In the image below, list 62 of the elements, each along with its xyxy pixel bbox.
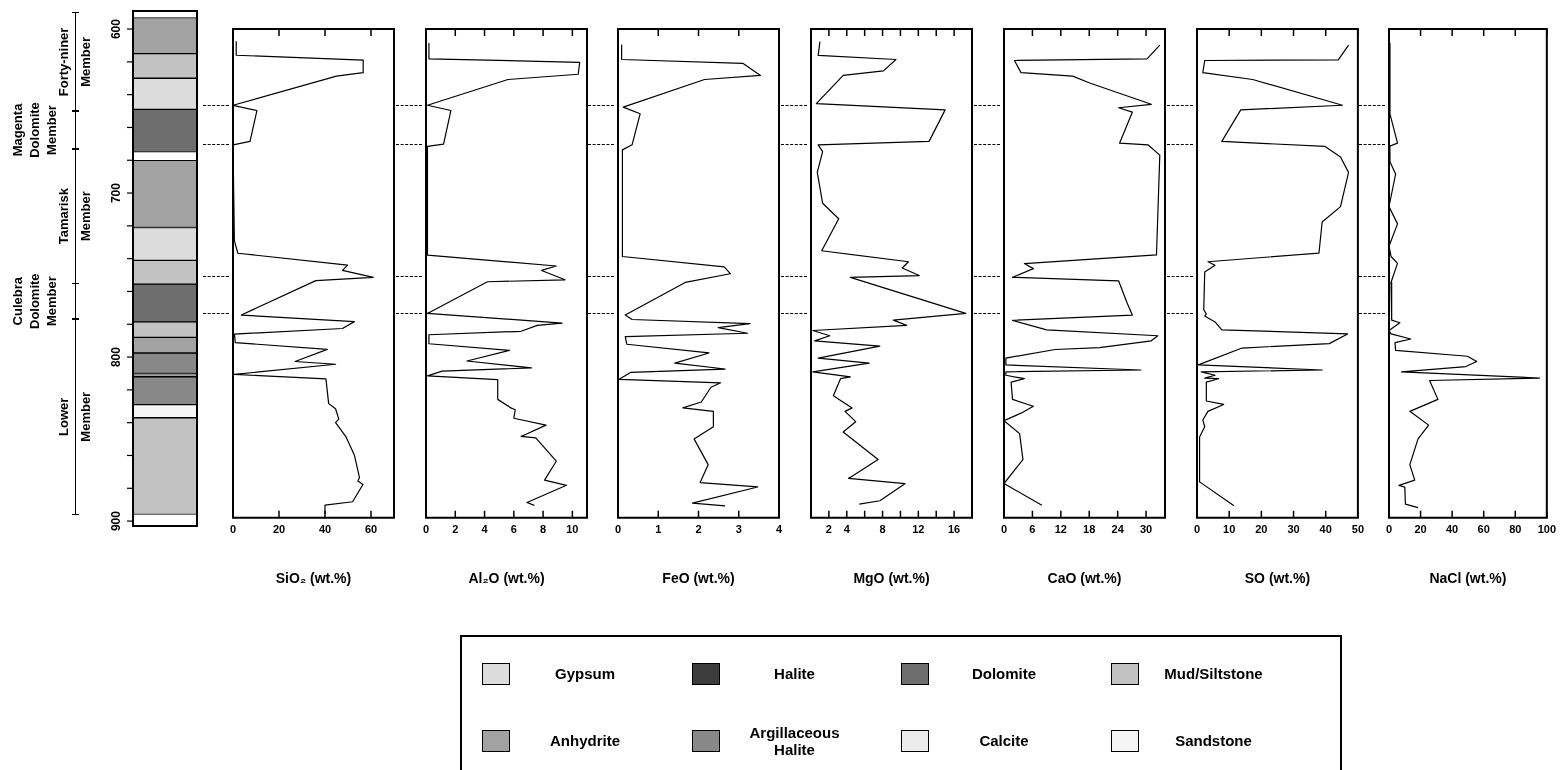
text: Tamarisk Member	[55, 187, 93, 245]
x-tick-label: 4	[843, 523, 851, 536]
x-axis-title: CaO (wt.%)	[1047, 570, 1122, 587]
x-tick-label: 18	[1082, 523, 1096, 536]
x-tick-label: 8	[879, 523, 886, 536]
x-tick-label: 10	[1222, 523, 1235, 536]
x-tick-label: 50	[1351, 523, 1364, 536]
text: Gypsum	[554, 665, 616, 682]
x-tick-label: 80	[1509, 523, 1522, 536]
text: Forty-niner Member	[55, 27, 93, 97]
x-tick-label: 30	[1286, 523, 1300, 536]
x-tick-label: 12	[912, 523, 925, 536]
x-tick-label: 2	[695, 523, 702, 536]
x-tick-label: 0	[229, 523, 237, 536]
x-tick-label: 24	[1111, 523, 1125, 536]
x-axis-title: Al₂O (wt.%)	[468, 570, 545, 587]
x-tick-label: 8	[539, 523, 546, 536]
x-tick-label: 3	[736, 523, 743, 536]
text: Lower Member	[55, 391, 93, 442]
x-tick-label: 4	[776, 523, 784, 536]
text: Argillaceous Halite	[748, 723, 841, 758]
x-tick-label: 20	[1254, 523, 1267, 536]
text: Culebra Dolomite Member	[9, 273, 59, 330]
text: Dolomite	[970, 665, 1038, 682]
text: Anhydrite	[549, 732, 621, 749]
y-tick-label: 700	[109, 182, 124, 204]
x-tick-label: 0	[1386, 523, 1393, 536]
x-tick-label: 40	[1446, 523, 1459, 536]
x-axis-title: FeO (wt.%)	[662, 570, 736, 587]
text: Sandstone	[1174, 732, 1253, 749]
x-tick-label: 60	[1477, 523, 1491, 536]
x-tick-label: 20	[1414, 523, 1427, 536]
x-tick-label: 6	[1029, 523, 1036, 536]
x-tick-label: 20	[272, 523, 286, 536]
x-tick-label: 0	[615, 523, 622, 536]
text: Mud/Siltstone	[1163, 665, 1264, 682]
x-tick-label: 2	[825, 523, 833, 536]
x-tick-label: 6	[510, 523, 517, 536]
text: Magenta Dolomite Member	[9, 102, 59, 158]
x-tick-label: 60	[364, 523, 378, 536]
x-tick-label: 0	[1000, 523, 1007, 536]
x-tick-label: 2	[451, 523, 459, 536]
y-tick-label: 900	[109, 510, 124, 532]
y-tick-label: 600	[109, 18, 124, 40]
x-tick-label: 40	[318, 523, 332, 536]
x-axis-title: SiO₂ (wt.%)	[275, 570, 352, 587]
x-tick-label: 0	[422, 523, 429, 536]
x-tick-label: 12	[1054, 523, 1067, 536]
text: Calcite	[978, 732, 1030, 749]
x-axis-title: MgO (wt.%)	[853, 570, 930, 587]
x-tick-label: 16	[948, 523, 961, 536]
x-axis-title: SO (wt.%)	[1244, 570, 1310, 587]
text: Halite	[773, 665, 816, 682]
x-tick-label: 10	[565, 523, 579, 536]
y-tick-label: 800	[109, 346, 124, 368]
x-tick-label: 30	[1139, 523, 1152, 536]
x-axis-title: NaCl (wt.%)	[1429, 570, 1507, 587]
x-tick-label: 4	[481, 523, 489, 536]
x-tick-label: 100	[1537, 523, 1557, 536]
x-tick-label: 0	[1193, 523, 1200, 536]
x-tick-label: 40	[1319, 523, 1332, 536]
x-tick-label: 1	[655, 523, 662, 536]
